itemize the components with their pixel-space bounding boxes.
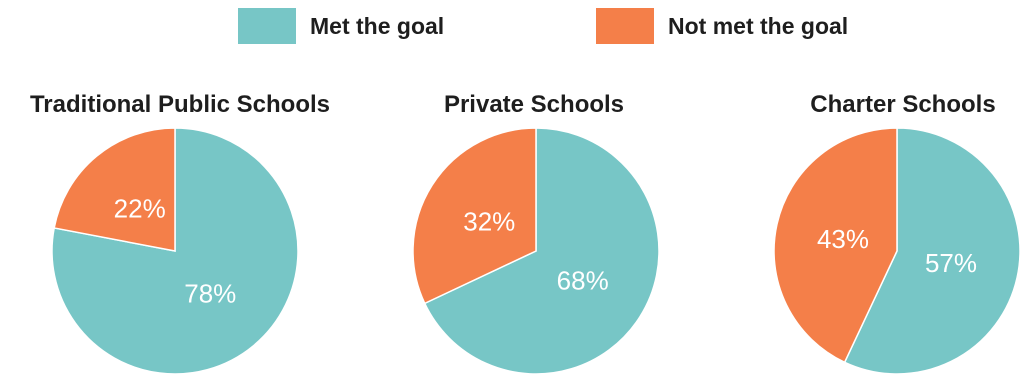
pie-slice-traditional-public-not-met-the-goal xyxy=(53,127,176,252)
chart-title-charter: Charter Schools xyxy=(810,91,995,118)
pie-chart-traditional-public: Traditional Public Schools 78% 22% xyxy=(30,91,330,374)
slice-label-traditional-public-not-met-the-goal: 22% xyxy=(114,193,166,223)
pie-chart-private: Private Schools 68% 32% xyxy=(412,91,660,374)
slice-label-private-met-the-goal: 68% xyxy=(557,266,609,296)
legend-item-not-met: Not met the goal xyxy=(596,8,848,44)
chart-title-private: Private Schools xyxy=(444,91,624,118)
pie-slice-private-met-the-goal xyxy=(423,127,660,374)
legend-item-met: Met the goal xyxy=(238,8,444,44)
pie-slice-charter-not-met-the-goal xyxy=(773,127,898,364)
pie-slice-private-not-met-the-goal xyxy=(412,127,537,305)
legend-swatch-met xyxy=(238,8,296,44)
slice-label-charter-met-the-goal: 57% xyxy=(925,248,977,278)
pie-chart-charter: Charter Schools 57% 43% xyxy=(773,91,1021,374)
slice-label-private-not-met-the-goal: 32% xyxy=(463,206,515,236)
legend-label-not-met: Not met the goal xyxy=(668,12,849,39)
legend: Met the goal Not met the goal xyxy=(0,0,1028,50)
slice-label-traditional-public-met-the-goal: 78% xyxy=(184,279,236,309)
legend-label-met: Met the goal xyxy=(310,12,445,39)
chart-title-traditional-public: Traditional Public Schools xyxy=(30,91,330,118)
slice-label-charter-not-met-the-goal: 43% xyxy=(817,224,869,254)
legend-swatch-not-met xyxy=(596,8,654,44)
